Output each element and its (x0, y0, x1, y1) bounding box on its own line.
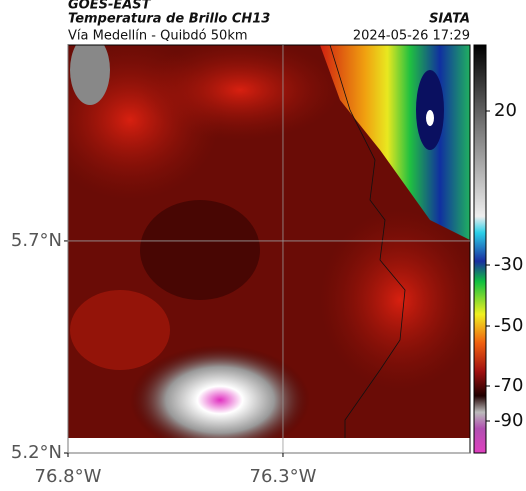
lat-tick-label: 5.2°N (11, 442, 62, 463)
lon-tick-label: 76.3°W (250, 466, 317, 487)
brand: SIATA (429, 12, 470, 27)
colorbar (473, 44, 487, 454)
lat-tick-label: 5.7°N (11, 230, 62, 251)
colorbar-tick-label: -50 (494, 315, 523, 336)
source: GOES-EAST (68, 0, 152, 13)
colorbar-tick-label: -70 (494, 375, 523, 396)
lon-tick-label: 76.8°W (35, 466, 102, 487)
map-image (68, 45, 470, 438)
colorbar-tick-label: -30 (494, 254, 523, 275)
subtitle: Vía Medellín - Quibdó 50km (68, 29, 248, 44)
colorbar-tick-label: -90 (494, 410, 523, 431)
datetime: 2024-05-26 17:29 (353, 29, 470, 44)
colorbar-tick-label: 20 (494, 100, 517, 121)
title: Temperatura de Brillo CH13 (68, 12, 270, 27)
